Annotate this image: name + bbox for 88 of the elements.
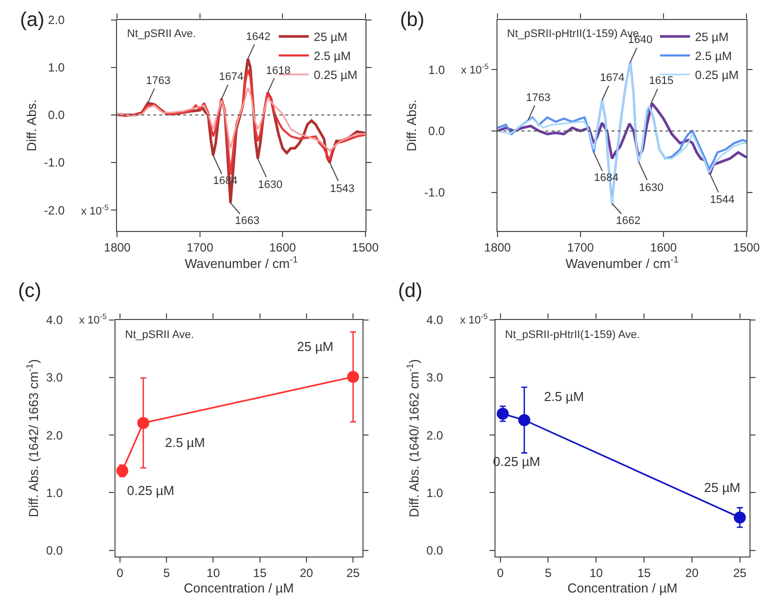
annotation: 1763 (526, 92, 550, 104)
x-tick-label: 25 (733, 566, 747, 580)
text: x 10$^{-5}$ (81, 203, 109, 218)
text: x 10$^{-5}$ (460, 312, 488, 327)
annotation: 1674 (219, 71, 244, 83)
text: (c) (18, 280, 42, 302)
text: x 10$^{-5}$ (79, 312, 107, 327)
x-tick-label: 1800 (104, 240, 131, 255)
annotation: 25 µM (297, 339, 334, 354)
x-axis-title: Wavenumber / cm$^{-1}$ (184, 254, 298, 271)
text: (a) (20, 9, 44, 31)
y-tick-label: 0.0 (46, 544, 64, 558)
legend-label: 2.5 µM (695, 49, 732, 64)
x-tick-label: 0 (116, 566, 124, 580)
x-tick-label: 1700 (186, 240, 214, 255)
x-tick-label: 5 (544, 566, 552, 580)
annotation: 1642 (246, 31, 270, 43)
line-series (117, 87, 366, 152)
x-tick-label: 1700 (567, 240, 594, 255)
text: Nt_pSRII Ave. (127, 28, 196, 40)
annotation: 0.25 µM (127, 483, 174, 498)
x-tick-label: 10 (589, 566, 604, 580)
annotation: 1630 (258, 179, 282, 191)
y-tick-label: 3.0 (426, 370, 444, 385)
x-tick-label: 1500 (733, 240, 760, 255)
x-axis-title: Concentration / µM (184, 580, 294, 596)
point (347, 370, 360, 383)
legend-label: 25 µM (314, 30, 348, 44)
legend-label: 2.5 µM (314, 49, 351, 64)
annotation: 1618 (266, 65, 290, 77)
point (734, 511, 746, 524)
y-tick-label: 1.0 (48, 60, 66, 75)
annotation: 1544 (710, 194, 734, 206)
annotation: 2.5 µM (544, 389, 584, 404)
text: (b) (400, 9, 424, 31)
x-tick-label: 1600 (269, 240, 296, 255)
y-tick-label: 2.0 (46, 428, 64, 442)
x-tick-label: 0 (497, 566, 504, 580)
text: Nt_pSRII Ave. (125, 329, 194, 341)
y-tick-label: 1.0 (46, 486, 64, 500)
y-tick-label: 2.0 (426, 428, 444, 442)
text: (d) (398, 280, 422, 302)
y-tick-label: 0.0 (426, 544, 444, 558)
y-tick-label: 1.0 (428, 62, 446, 77)
point (518, 414, 530, 426)
x-tick-label: 15 (637, 566, 652, 580)
y-tick-label: 0.0 (428, 124, 446, 138)
x-axis-title: Concentration / µM (567, 580, 678, 596)
y-tick-label: 0.0 (48, 108, 66, 122)
point (496, 408, 509, 420)
annotation: 1615 (649, 75, 674, 87)
y-tick-label: -2.0 (44, 203, 66, 218)
annotation: 1763 (146, 75, 170, 87)
point (137, 416, 150, 429)
annotation: 1543 (330, 183, 354, 195)
y-tick-label: 4.0 (426, 313, 444, 328)
annotation: 25 µM (704, 480, 740, 495)
x-tick-label: 10 (206, 566, 220, 580)
y-tick-label: 3.0 (46, 370, 64, 385)
x-tick-label: 20 (300, 566, 314, 580)
y-axis-title: Diff. Abs. (404, 100, 420, 152)
text: x 10$^{-5}$ (461, 62, 489, 77)
y-tick-label: 2.0 (48, 13, 66, 28)
annotation: 2.5 µM (165, 435, 206, 450)
x-tick-label: 20 (685, 566, 699, 580)
legend-label: 0.25 µM (314, 68, 358, 82)
point (116, 464, 128, 477)
y-tick-label: 1.0 (426, 486, 444, 500)
x-tick-label: 1500 (352, 240, 379, 255)
y-axis-title: Diff. Abs. (24, 100, 39, 152)
y-tick-label: 4.0 (46, 313, 64, 328)
x-tick-label: 25 (346, 566, 360, 580)
x-tick-label: 15 (253, 566, 267, 580)
annotation: 1684 (594, 172, 618, 184)
annotation: 1662 (616, 215, 640, 227)
annotation: 1640 (628, 34, 652, 46)
x-tick-label: 1800 (484, 240, 512, 255)
x-tick-label: 1600 (650, 240, 678, 255)
legend-label: 0.25 µM (695, 68, 739, 82)
y-tick-label: -1.0 (44, 156, 66, 170)
y-tick-label: -1.0 (424, 186, 446, 200)
x-tick-label: 5 (163, 566, 170, 580)
x-axis-title: Wavenumber / cm$^{-1}$ (565, 254, 679, 271)
annotation: 1663 (235, 215, 260, 227)
annotation: 1674 (600, 72, 624, 84)
annotation: 1630 (639, 182, 664, 194)
text: Nt_pSRII-pHtrII(1-159) Ave. (505, 329, 640, 341)
legend-label: 25 µM (695, 30, 729, 44)
